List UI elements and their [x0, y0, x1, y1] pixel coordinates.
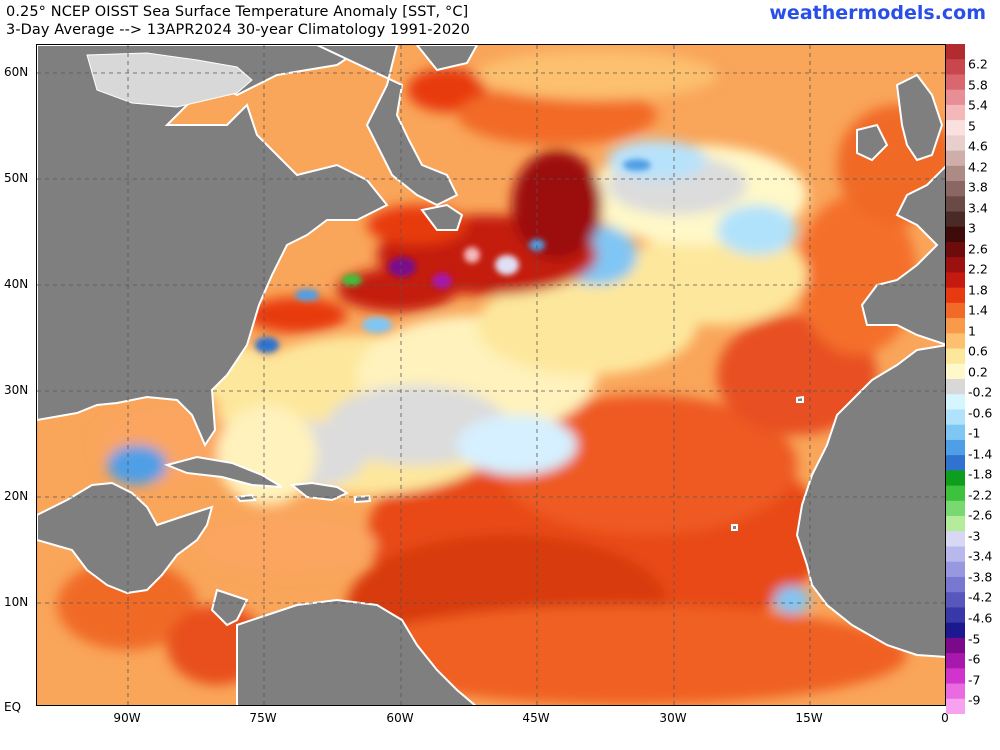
lat-label-50n: 50N	[4, 171, 29, 185]
color-scale-label: -3.8	[968, 569, 993, 585]
color-scale-swatch	[946, 531, 965, 548]
color-scale-swatch	[946, 59, 965, 76]
color-scale-label: -0.2	[968, 384, 993, 400]
color-scale-label: 2.6	[968, 241, 988, 257]
lon-label-30w: 30W	[659, 711, 687, 725]
color-scale-swatch	[946, 226, 965, 243]
color-scale-swatch	[946, 653, 965, 669]
color-scale-swatch	[946, 576, 965, 593]
color-scale-swatch	[946, 181, 965, 197]
color-scale-swatch	[946, 348, 965, 365]
color-scale-label: -2.6	[968, 507, 993, 523]
color-scale-swatch	[946, 561, 965, 578]
color-scale-swatch	[946, 379, 965, 395]
color-scale-label: 6.2	[968, 56, 988, 72]
color-scale-label: -4.6	[968, 610, 993, 626]
lat-label-10n: 10N	[4, 595, 29, 609]
color-scale-swatch	[946, 302, 965, 319]
color-scale-label: -1	[968, 425, 981, 441]
color-scale-swatch	[946, 485, 965, 502]
color-scale-label: 4.6	[968, 138, 988, 154]
color-scale-swatch	[946, 272, 965, 289]
color-scale-swatch	[946, 622, 965, 639]
color-scale-label: -3.4	[968, 548, 993, 564]
color-scale-label: -0.6	[968, 405, 993, 421]
color-scale-swatch	[946, 211, 965, 228]
color-scale-swatch	[946, 439, 965, 456]
color-scale-swatch	[946, 257, 965, 274]
color-scale-swatch	[946, 592, 965, 609]
color-scale-label: 3.4	[968, 200, 988, 216]
color-scale-swatch	[946, 74, 965, 91]
lat-label-30n: 30N	[4, 383, 29, 397]
color-scale-swatch	[946, 150, 965, 167]
lat-label-60n: 60N	[4, 65, 29, 79]
sst-anomaly-map[interactable]	[36, 44, 946, 706]
color-scale-swatch	[946, 120, 965, 136]
color-scale-swatch	[946, 135, 965, 152]
color-scale-label: -3	[968, 528, 981, 544]
color-scale-label: 4.2	[968, 159, 988, 175]
color-scale-label: -1.4	[968, 446, 993, 462]
color-scale-label: -5	[968, 631, 981, 646]
lon-label-60w: 60W	[386, 711, 414, 725]
color-scale-label: 3.8	[968, 179, 988, 195]
color-scale-label: -9	[968, 692, 981, 708]
color-scale-swatch	[946, 104, 965, 121]
color-scale-swatch	[946, 516, 965, 532]
lon-label-0: 0	[941, 711, 949, 725]
color-scale-swatch	[946, 607, 965, 624]
lon-label-75w: 75W	[249, 711, 277, 725]
color-scale-swatch	[946, 394, 965, 411]
color-scale-label: 1.8	[968, 282, 988, 298]
map-subtitle: 3-Day Average --> 13APR2024 30-year Clim…	[6, 22, 470, 38]
color-scale-swatch	[946, 287, 965, 304]
map-canvas	[37, 45, 945, 705]
color-scale-swatch	[946, 637, 965, 654]
lat-label-eq: EQ	[4, 700, 22, 714]
color-scale-swatch	[946, 241, 965, 258]
color-scale-swatch	[946, 165, 965, 182]
color-scale-swatch	[946, 470, 965, 487]
color-scale-swatch	[946, 318, 965, 334]
map-title: 0.25° NCEP OISST Sea Surface Temperature…	[6, 4, 469, 20]
color-scale-swatch	[946, 424, 965, 441]
lon-label-45w: 45W	[522, 711, 550, 725]
lat-label-40n: 40N	[4, 277, 29, 291]
color-scale-label: 5.8	[968, 77, 988, 92]
color-scale-label: 3	[968, 220, 976, 236]
color-scale-label: -2.2	[968, 487, 993, 503]
color-scale-swatch	[946, 698, 965, 714]
color-scale-swatch	[946, 363, 965, 380]
color-scale-swatch	[946, 668, 965, 685]
color-scale-label: 0.6	[968, 343, 988, 359]
color-scale-label: 1	[968, 323, 976, 339]
color-scale-label: 1.4	[968, 302, 988, 318]
color-scale-swatch	[946, 89, 965, 106]
color-scale-label: 5	[968, 118, 976, 133]
color-scale-label: 5.4	[968, 97, 988, 113]
color-scale-label: -4.2	[968, 589, 993, 605]
color-scale-swatch	[946, 44, 965, 60]
color-scale-label: 0.2	[968, 364, 988, 380]
color-scale-label: 2.2	[968, 261, 988, 277]
lat-label-20n: 20N	[4, 489, 29, 503]
brand-logo[interactable]: weathermodels.com	[769, 2, 986, 24]
color-scale-swatch	[946, 196, 965, 213]
color-scale-bar	[946, 44, 965, 714]
color-scale-swatch	[946, 500, 965, 517]
color-scale-label: -6	[968, 651, 981, 667]
color-scale-swatch	[946, 409, 965, 426]
color-scale-swatch	[946, 683, 965, 700]
color-scale-swatch	[946, 546, 965, 563]
color-scale-label: -1.8	[968, 466, 993, 482]
graticule	[37, 45, 945, 705]
lon-label-15w: 15W	[795, 711, 823, 725]
color-scale-swatch	[946, 455, 965, 471]
land	[37, 45, 945, 705]
color-scale-swatch	[946, 333, 965, 350]
color-scale-label: -7	[968, 672, 981, 687]
lon-label-90w: 90W	[113, 711, 141, 725]
